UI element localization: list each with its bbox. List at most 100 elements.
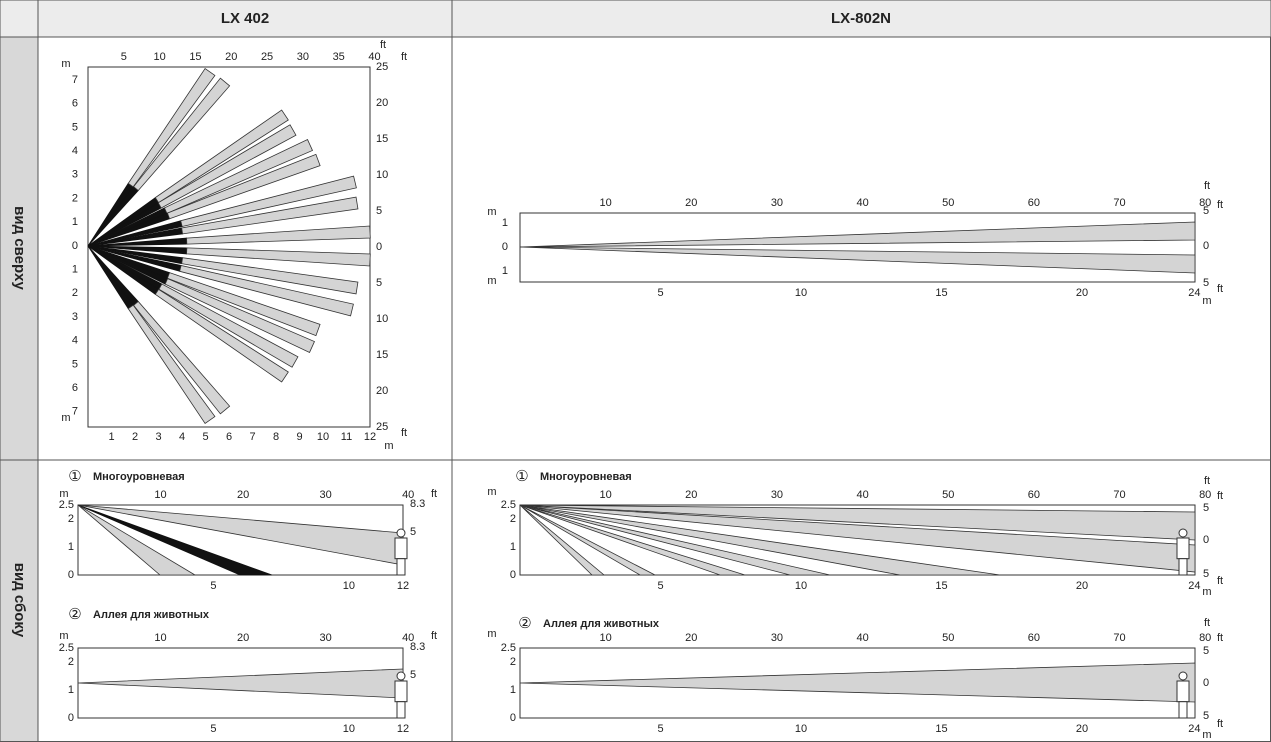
tick-label: 7 [249, 431, 255, 443]
tick-label: 70 [1113, 632, 1125, 644]
unit-label: ft [401, 427, 407, 439]
person-icon [394, 671, 408, 719]
tick-label: 30 [771, 632, 783, 644]
tick-label: 2 [72, 287, 78, 299]
tick-label: 5 [657, 723, 663, 735]
tick-label: 30 [320, 632, 332, 644]
beam [133, 300, 231, 415]
tick-label: 6 [226, 431, 232, 443]
unit-label: ft [1204, 180, 1210, 192]
caption-marker: ② [68, 606, 81, 623]
tick-label: 3 [155, 431, 161, 443]
tick-label: 2 [72, 192, 78, 204]
unit-label: m [59, 488, 68, 500]
tick-label: 2 [68, 513, 74, 525]
tick-label: 30 [297, 51, 309, 63]
tick-label: 60 [1028, 489, 1040, 501]
beam [519, 504, 831, 576]
tick-label: 5 [657, 580, 663, 592]
person-legs [1178, 701, 1188, 719]
tick-label: 10 [600, 632, 612, 644]
unit-label: ft [1217, 490, 1223, 502]
tick-label: 60 [1028, 197, 1040, 209]
column-header: LX 402 [221, 10, 269, 27]
tick-label: 10 [154, 489, 166, 501]
tick-label: 4 [72, 145, 78, 157]
beam [519, 662, 1196, 703]
tick-label: 5 [1203, 568, 1209, 580]
tick-label: 10 [376, 169, 388, 181]
tick-label: 80 [1199, 197, 1211, 209]
tick-label: 12 [397, 580, 409, 592]
person-body [394, 537, 408, 560]
tick-label: 1 [68, 684, 74, 696]
row-label: вид сбоку [11, 563, 28, 638]
tick-label: 8.3 [410, 641, 425, 653]
tick-label: 5 [1203, 710, 1209, 722]
tick-label: 5 [410, 669, 416, 681]
tick-label: 2.5 [59, 499, 74, 511]
tick-label: 70 [1113, 489, 1125, 501]
tick-label: 10 [154, 632, 166, 644]
plot-box [519, 212, 1196, 283]
header-bg [0, 0, 1271, 37]
beam [164, 278, 315, 354]
beam [181, 257, 359, 295]
beam [154, 288, 289, 383]
tick-label: 10 [343, 723, 355, 735]
tick-label: 5 [210, 580, 216, 592]
tick-label: 20 [685, 489, 697, 501]
beam [519, 504, 1001, 576]
beam [519, 246, 1196, 274]
tick-label: 70 [1113, 197, 1125, 209]
unit-label: m [487, 628, 496, 640]
caption: Многоуровневая [540, 471, 632, 483]
unit-label: m [487, 275, 496, 287]
tick-label: 25 [376, 421, 388, 433]
person-head [1178, 528, 1188, 538]
beam [181, 196, 359, 235]
beam [180, 175, 357, 227]
tick-label: 40 [368, 51, 380, 63]
tick-label: 10 [317, 431, 329, 443]
caption: Многоуровневая [93, 471, 185, 483]
tick-label: 15 [935, 580, 947, 592]
unit-label: m [1202, 295, 1211, 307]
tick-label: 1 [72, 264, 78, 276]
diagrams: 5 10 15 20 25 30 35 402520151050510152025765432… [59, 39, 1223, 741]
tick-label: 40 [856, 632, 868, 644]
tick-label: 11 [341, 431, 352, 443]
tick-label: 7 [72, 406, 78, 418]
tick-label: 40 [856, 489, 868, 501]
beam [77, 504, 273, 576]
tick-label: 15 [376, 349, 388, 361]
tick-label: 6 [72, 98, 78, 110]
tick-label: 20 [1076, 287, 1088, 299]
person-head [1178, 671, 1188, 681]
tick-label: 0 [1203, 534, 1209, 546]
tick-label: 2.5 [59, 642, 74, 654]
beam [519, 504, 606, 576]
tick-label: 12 [397, 723, 409, 735]
beam [127, 304, 216, 425]
person-body [1176, 537, 1190, 560]
tick-label: 15 [376, 133, 388, 145]
tick-label: 0 [68, 712, 74, 724]
tick-label: 5 [376, 205, 382, 217]
row-label-bg [0, 37, 38, 741]
beam [158, 283, 299, 368]
tick-label: 8 [273, 431, 279, 443]
row-label: вид сверху [11, 206, 28, 290]
tick-label: 15 [935, 723, 947, 735]
unit-label: ft [1217, 283, 1223, 295]
unit-label: m [61, 412, 70, 424]
person-legs [396, 701, 406, 719]
tick-label: 2 [132, 431, 138, 443]
tick-label: 30 [320, 489, 332, 501]
unit-label: ft [431, 488, 437, 500]
tick-label: 2.5 [501, 642, 516, 654]
tick-label: 20 [376, 385, 388, 397]
tick-label: 0 [1203, 240, 1209, 252]
tick-label: 5 [410, 526, 416, 538]
